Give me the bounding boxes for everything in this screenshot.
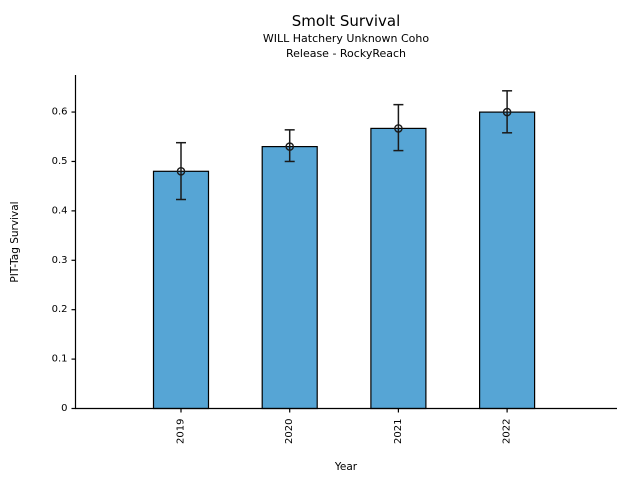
y-tick-label: 0.6 <box>52 107 68 118</box>
data-point-marker <box>285 142 295 151</box>
data-point-marker <box>502 107 512 117</box>
chart-title: Smolt Survival <box>291 12 401 30</box>
bar <box>479 111 536 410</box>
x-tick-label: 2021 <box>393 419 404 444</box>
y-tick-label: 0.1 <box>52 354 68 365</box>
y-axis-label: PIT-Tag Survival <box>9 201 21 283</box>
chart-subtitle-line1: WILL Hatchery Unknown Coho <box>262 32 430 45</box>
chart-subtitle-line2: Release - RockyReach <box>285 47 407 60</box>
x-tick-label: 2020 <box>284 419 295 444</box>
y-tick-label: 0.3 <box>52 255 68 266</box>
data-point-marker <box>176 166 186 176</box>
x-tick-label: 2019 <box>176 419 187 444</box>
bar <box>261 146 318 410</box>
y-tick-label: 0 <box>61 403 67 414</box>
y-tick-label: 0.4 <box>52 205 68 216</box>
bar <box>370 127 427 410</box>
y-tick-label: 0.2 <box>52 304 68 315</box>
x-axis-label: Year <box>334 461 358 473</box>
data-point-marker <box>394 124 403 133</box>
chart-title-block: Smolt Survival WILL Hatchery Unknown Coh… <box>263 12 429 61</box>
y-tick-label: 0.5 <box>52 156 68 167</box>
x-tick-label: 2022 <box>502 418 513 443</box>
bar <box>152 170 210 410</box>
